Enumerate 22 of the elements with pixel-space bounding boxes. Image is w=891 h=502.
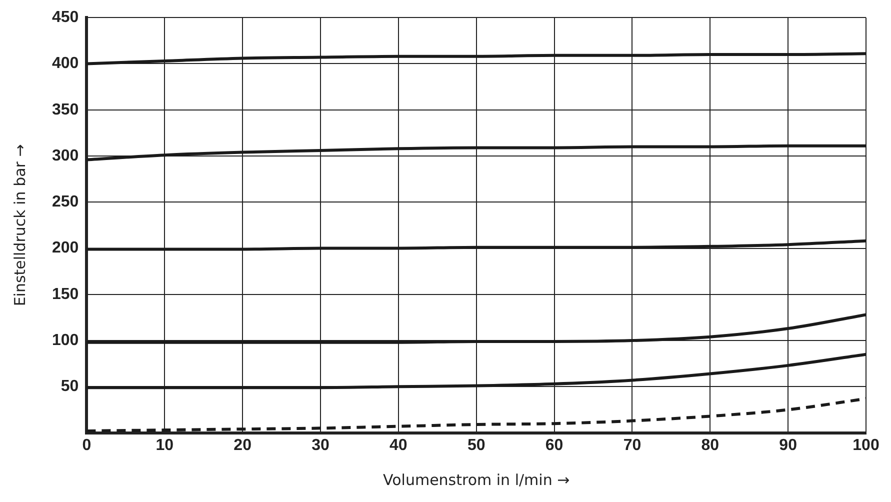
x-tick-label: 90	[779, 436, 798, 454]
y-tick-label: 350	[52, 101, 79, 118]
y-tick-label: 250	[52, 194, 79, 211]
x-tick-label: 60	[545, 436, 564, 454]
y-tick-label: 400	[52, 55, 79, 72]
x-tick-label: 0	[82, 436, 92, 454]
y-tick-label: 150	[52, 286, 79, 303]
y-tick-label: 100	[52, 332, 79, 349]
y-tick-label: 450	[52, 9, 79, 26]
x-tick-label: 20	[234, 436, 252, 454]
x-tick-label: 70	[623, 436, 642, 454]
x-tick-label: 100	[852, 436, 880, 454]
x-tick-label: 10	[156, 436, 174, 454]
y-tick-label: 50	[60, 378, 79, 396]
x-tick-label: 40	[390, 436, 408, 454]
x-tick-label: 80	[701, 436, 720, 454]
y-axis-title: Einstelldruck in bar →	[10, 144, 29, 306]
y-tick-label: 300	[52, 147, 79, 164]
y-tick-label: 200	[52, 240, 79, 257]
x-tick-label: 30	[312, 436, 330, 454]
x-axis-title: Volumenstrom in l/min →	[383, 470, 570, 489]
x-tick-label: 50	[467, 436, 486, 454]
